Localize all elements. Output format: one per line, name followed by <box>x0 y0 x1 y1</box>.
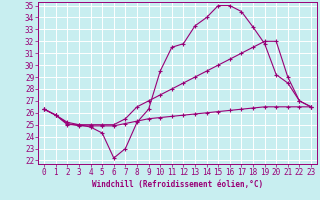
X-axis label: Windchill (Refroidissement éolien,°C): Windchill (Refroidissement éolien,°C) <box>92 180 263 189</box>
